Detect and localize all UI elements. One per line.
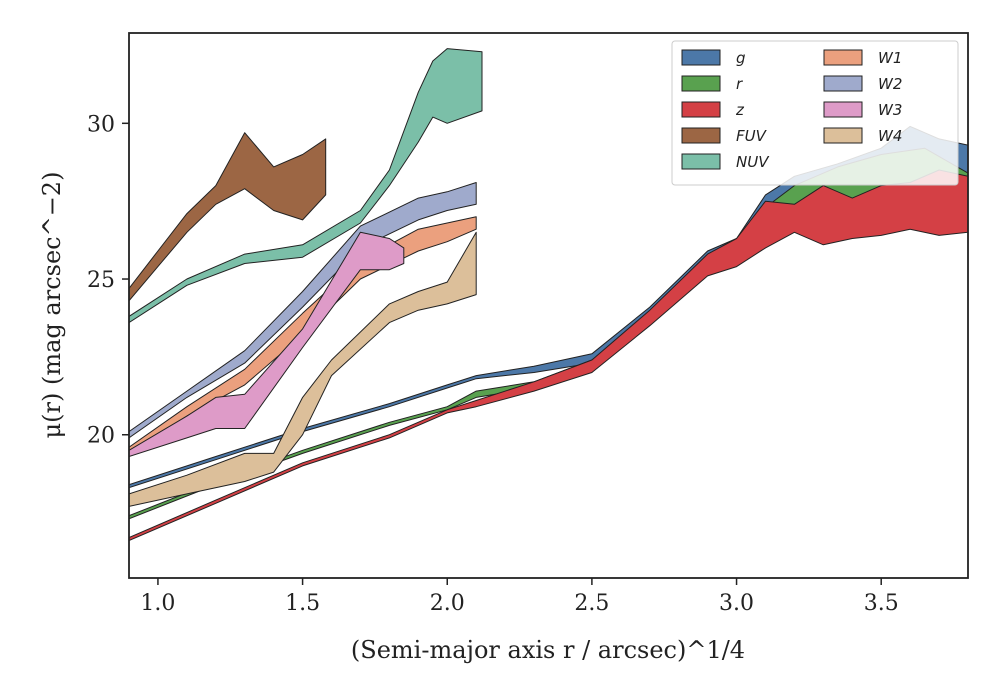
legend-label: W2 <box>878 75 902 93</box>
x-tick-label: 2.0 <box>430 591 465 616</box>
legend-swatch <box>823 101 863 118</box>
y-axis: 20 25 30 <box>87 112 129 449</box>
x-axis: 1.0 1.5 2.0 2.5 3.0 3.5 <box>140 578 899 616</box>
legend-swatch <box>823 127 863 144</box>
x-tick-label: 3.5 <box>864 591 899 616</box>
x-tick-label: 3.0 <box>719 591 754 616</box>
legend-entry-z: z <box>681 101 745 119</box>
series-band-w4 <box>129 231 477 507</box>
legend-swatch <box>823 75 863 92</box>
series-band-nuv <box>129 48 483 324</box>
y-tick-label: 30 <box>87 112 115 137</box>
legend-entry-w4: W4 <box>823 127 902 145</box>
legend: grz FUV NUV W1 W2 W3 W4 <box>671 40 959 186</box>
legend-swatch <box>681 153 721 170</box>
legend-label: g <box>736 49 746 67</box>
legend-entry-w3: W3 <box>823 101 902 119</box>
legend-swatch <box>823 49 863 66</box>
legend-swatch <box>681 75 721 92</box>
plot-frame <box>128 32 969 579</box>
series-band-w3 <box>129 231 405 457</box>
legend-swatch <box>681 49 721 66</box>
legend-label: W4 <box>878 127 902 145</box>
legend-swatch <box>681 101 721 118</box>
legend-frame <box>671 40 959 186</box>
series-band-z <box>129 169 968 542</box>
legend-entry-g: g <box>681 49 746 67</box>
legend-entry-w1: W1 <box>823 49 902 67</box>
legend-label: W1 <box>878 49 902 67</box>
series-band-fuv <box>129 132 327 302</box>
y-tick-label: 25 <box>87 268 115 293</box>
legend-label: NUV <box>736 153 770 171</box>
x-tick-label: 1.0 <box>140 591 175 616</box>
x-axis-label: (Semi-major axis r / arcsec)^1/4 <box>351 636 745 664</box>
y-tick-label: 20 <box>87 424 115 449</box>
legend-entry-nuv: NUV <box>681 153 770 171</box>
y-axis-label: μ(r) (mag arcsec^−2) <box>38 172 66 439</box>
legend-entry-r: r <box>681 75 743 93</box>
legend-label: r <box>736 75 743 93</box>
legend-entry-fuv: FUV <box>681 127 768 145</box>
legend-swatch <box>681 127 721 144</box>
series-band-w2 <box>129 182 477 439</box>
legend-label: FUV <box>736 127 768 145</box>
legend-label: W3 <box>878 101 902 119</box>
x-tick-label: 2.5 <box>574 591 609 616</box>
legend-label: z <box>735 101 745 119</box>
legend-entry-w2: W2 <box>823 75 902 93</box>
x-tick-label: 1.5 <box>285 591 320 616</box>
